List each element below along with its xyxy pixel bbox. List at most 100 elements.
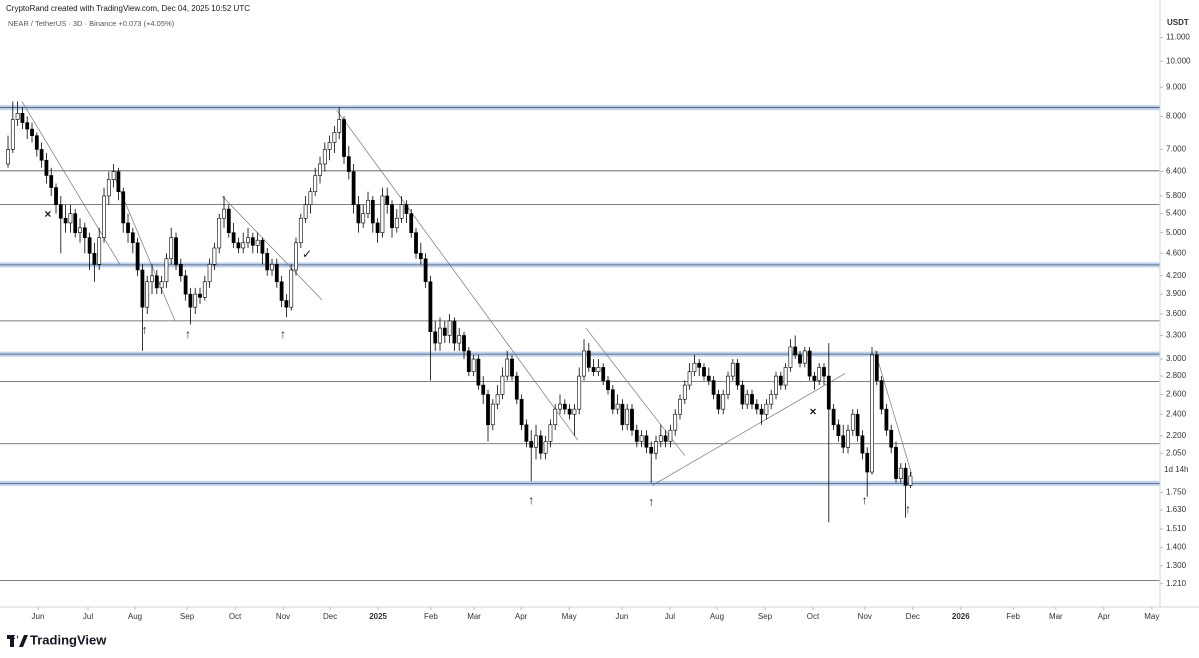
candle-body (865, 452, 870, 473)
candle-body (908, 475, 913, 486)
candle-body (82, 227, 87, 238)
candle-body (126, 222, 130, 233)
trendline (336, 110, 579, 441)
candle-body (241, 242, 246, 249)
x-tick-label: Feb (424, 612, 438, 621)
candle-body (457, 335, 462, 344)
candle-body (150, 275, 154, 283)
y-tick-label: 1.630 (1166, 505, 1187, 514)
candle-body (54, 187, 58, 205)
candle-body (850, 413, 855, 431)
candle-body (822, 367, 826, 377)
candle-body (678, 398, 682, 415)
x-tick-label: May (1144, 612, 1159, 621)
candle-body (92, 252, 97, 265)
candle-body (25, 122, 30, 130)
candle-body (562, 403, 567, 410)
candle-body (370, 199, 375, 224)
candle-body (97, 237, 102, 265)
candle-body (49, 175, 54, 188)
candle-body (351, 171, 356, 205)
candle-body (6, 149, 10, 165)
trendline (651, 373, 846, 486)
candle-body (346, 156, 351, 172)
candle-body (380, 195, 385, 233)
marker: ↑ (528, 493, 534, 507)
countdown: 1d 14h (1164, 465, 1188, 474)
candle-body (39, 149, 44, 161)
y-tick-label: 9.000 (1166, 82, 1187, 91)
candle-body (553, 408, 558, 426)
candle-body (135, 242, 140, 271)
candle-body (668, 429, 673, 442)
candle-body (519, 398, 524, 426)
candle-body (246, 237, 250, 244)
candle-body (802, 350, 807, 364)
x-tick-label: Aug (128, 612, 142, 621)
candle-body (462, 335, 466, 352)
candle-body (87, 237, 92, 254)
candle-body (78, 227, 82, 233)
candle-body (644, 435, 649, 448)
candle-body (274, 263, 279, 283)
candle-body (198, 293, 202, 298)
marker: ↑ (185, 327, 191, 341)
candle-body (356, 204, 361, 224)
candle-body (318, 163, 322, 176)
marker: ↑ (280, 327, 286, 341)
x-tick-label: Sep (180, 612, 195, 621)
candle-body (788, 346, 793, 368)
x-tick-label: Apr (515, 612, 528, 621)
candle-body (183, 275, 188, 295)
candle-body (591, 367, 596, 373)
symbol-line: NEAR / TetherUS · 3D · Binance +0.073 (+… (8, 19, 175, 28)
candle-body (778, 375, 783, 386)
candle-body (596, 367, 601, 373)
candle-body (548, 424, 553, 442)
x-tick-label: May (562, 612, 577, 621)
candle-body (169, 237, 174, 260)
candle-body (332, 132, 337, 143)
x-tick-label: Nov (276, 612, 290, 621)
brand-logo: TradingView (7, 632, 107, 647)
candle-body (567, 408, 572, 415)
trendline (874, 350, 913, 475)
x-tick-label: Aug (710, 612, 724, 621)
candle-body (414, 232, 418, 254)
candle-body (289, 269, 294, 308)
candle-body (582, 350, 586, 377)
candle-body (586, 350, 591, 368)
candle-body (30, 128, 34, 136)
candle-body (826, 375, 831, 410)
candle-body (250, 237, 255, 246)
candle-body (270, 263, 274, 271)
candle-body (812, 375, 817, 381)
candles (6, 101, 913, 523)
y-tick-label: 1.510 (1166, 524, 1187, 533)
candle-body (649, 446, 654, 454)
candle-body (702, 367, 706, 377)
candle-body (313, 175, 318, 193)
candle-body (111, 171, 116, 180)
candle-body (807, 350, 812, 377)
candle-body (447, 320, 452, 336)
candle-body (260, 239, 265, 254)
candle-body (870, 354, 874, 473)
candle-body (375, 222, 380, 233)
candle-body (418, 252, 423, 260)
candle-body (740, 384, 745, 405)
candle-body (20, 113, 25, 123)
candle-body (116, 171, 121, 193)
candle-body (217, 217, 222, 249)
candle-body (255, 239, 260, 246)
candle-body (433, 331, 438, 344)
candle-body (490, 403, 495, 426)
y-tick-label: 2.800 (1166, 371, 1187, 380)
x-tick-label: Jul (665, 612, 675, 621)
x-tick-label: Jun (32, 612, 45, 621)
candle-body (438, 327, 442, 344)
x-tick-label: Nov (858, 612, 872, 621)
candle-body (625, 408, 630, 426)
brand: TradingView (30, 632, 107, 647)
